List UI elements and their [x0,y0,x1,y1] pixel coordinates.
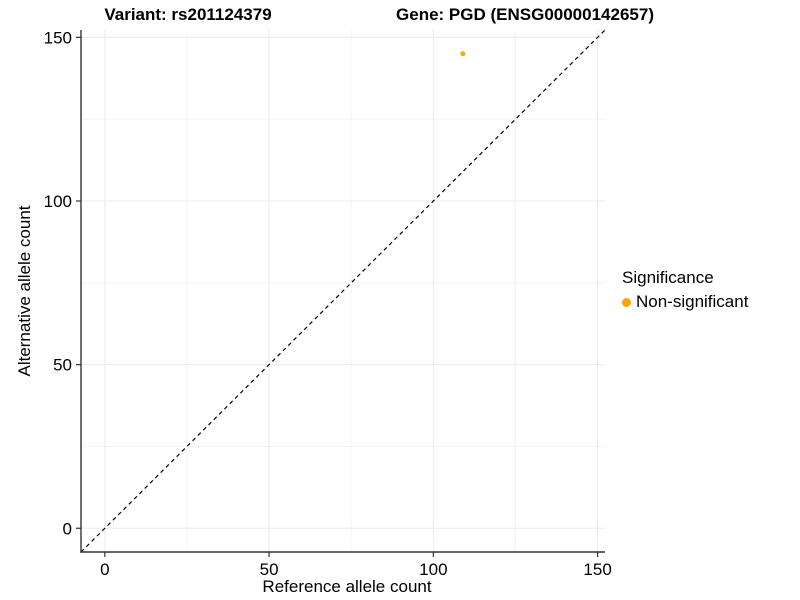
x-tick-label: 0 [100,560,109,579]
x-tick-label: 150 [583,560,611,579]
x-tick-label: 50 [260,560,279,579]
y-tick-label: 150 [44,28,72,47]
y-tick-label: 50 [53,356,72,375]
legend-title: Significance [622,268,714,287]
x-axis-title: Reference allele count [262,577,432,596]
data-point [460,51,466,57]
legend-item-non-significant: Non-significant [622,292,748,312]
plot-title-variant: Variant: rs201124379 [104,5,272,24]
identity-line [80,29,606,553]
plot-title-gene: Gene: PGD (ENSG00000142657) [396,5,654,24]
y-tick-label: 0 [63,519,72,538]
legend: Significance Non-significant [622,268,748,312]
x-tick-label: 100 [419,560,447,579]
legend-item-label: Non-significant [636,292,749,311]
y-tick-label: 100 [44,192,72,211]
legend-point-icon [622,297,631,307]
